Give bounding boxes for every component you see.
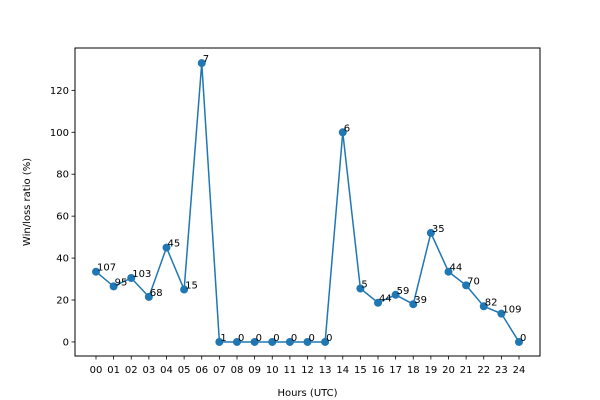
y-tick-label: 0	[63, 337, 69, 348]
point-label: 82	[485, 297, 498, 308]
y-tick-label: 100	[50, 128, 69, 139]
x-tick-label: 05	[178, 365, 191, 376]
point-label: 5	[361, 279, 367, 290]
point-label: 44	[450, 263, 463, 274]
point-label: 0	[326, 333, 332, 344]
data-point	[444, 267, 453, 276]
data-point	[515, 337, 523, 346]
y-tick-label: 40	[56, 254, 69, 265]
data-point	[426, 228, 435, 237]
data-point	[180, 285, 189, 294]
y-tick-label: 80	[56, 170, 69, 181]
data-point	[162, 243, 171, 252]
data-point	[303, 337, 312, 346]
data-point	[497, 309, 506, 318]
data-point	[338, 128, 347, 137]
data-point	[144, 292, 153, 301]
point-label: 68	[150, 288, 163, 299]
y-axis-label: Win/loss ratio (%)	[22, 158, 33, 246]
x-tick-label: 07	[213, 365, 226, 376]
x-tick-label: 21	[460, 365, 473, 376]
y-axis: 0 20 40 60 80 100 120	[50, 86, 75, 348]
x-tick-label: 19	[425, 365, 438, 376]
point-label: 0	[273, 333, 279, 344]
x-tick-label: 09	[248, 365, 261, 376]
data-point	[127, 274, 136, 283]
x-tick-label: 23	[495, 365, 508, 376]
data-point	[197, 59, 206, 68]
point-label: 0	[256, 333, 262, 344]
x-axis-label: Hours (UTC)	[277, 388, 337, 399]
x-tick-label: 03	[143, 365, 156, 376]
x-tick-label: 04	[160, 365, 173, 376]
x-tick-label: 16	[372, 365, 385, 376]
x-tick-label: 08	[231, 365, 244, 376]
x-tick-label: 11	[284, 365, 297, 376]
x-tick-label: 14	[336, 365, 349, 376]
data-point	[268, 337, 277, 346]
x-tick-label: 18	[407, 365, 420, 376]
data-point	[285, 337, 294, 346]
data-point	[109, 282, 118, 291]
data-point	[409, 300, 418, 309]
point-label: 35	[432, 224, 445, 235]
point-label: 45	[168, 239, 181, 250]
data-points	[92, 59, 523, 346]
x-tick-label: 00	[90, 365, 103, 376]
point-label: 70	[467, 276, 480, 287]
point-label: 59	[397, 286, 410, 297]
data-point	[462, 281, 471, 290]
point-label: 7	[203, 54, 209, 65]
data-point	[233, 337, 241, 346]
x-tick-label: 13	[319, 365, 332, 376]
point-label: 15	[185, 281, 198, 292]
point-label: 95	[115, 277, 128, 288]
data-point	[215, 337, 224, 346]
data-point	[92, 267, 100, 276]
x-tick-label: 15	[354, 365, 367, 376]
point-label: 0	[238, 333, 244, 344]
point-label: 109	[502, 305, 521, 316]
x-tick-label: 01	[107, 365, 120, 376]
point-label: 103	[132, 269, 151, 280]
y-tick-label: 120	[50, 86, 69, 97]
point-label: 1	[220, 333, 226, 344]
x-tick-label: 12	[301, 365, 314, 376]
point-label: 0	[520, 333, 526, 344]
x-tick-label: 24	[513, 365, 526, 376]
y-tick-label: 60	[56, 212, 69, 223]
x-tick-label: 10	[266, 365, 279, 376]
x-tick-label: 06	[195, 365, 208, 376]
data-point	[391, 290, 400, 299]
x-tick-label: 17	[389, 365, 402, 376]
data-point	[250, 337, 259, 346]
point-label: 0	[309, 333, 315, 344]
data-point	[479, 302, 488, 311]
point-label: 107	[97, 263, 116, 274]
plot-area	[74, 47, 541, 357]
x-tick-label: 20	[442, 365, 455, 376]
point-label: 0	[291, 333, 297, 344]
point-label: 39	[414, 295, 427, 306]
data-point	[374, 298, 382, 307]
x-tick-label: 22	[477, 365, 490, 376]
point-label: 6	[344, 123, 350, 134]
data-point	[356, 284, 365, 293]
x-axis: 00 01 02 03 04 05 06 07 08 09 10 11 12 13 14 15 16 17 18 19…	[90, 356, 526, 376]
point-label: 44	[379, 294, 392, 305]
y-tick-label: 20	[56, 296, 69, 307]
x-tick-label: 02	[125, 365, 138, 376]
data-point	[321, 337, 330, 346]
